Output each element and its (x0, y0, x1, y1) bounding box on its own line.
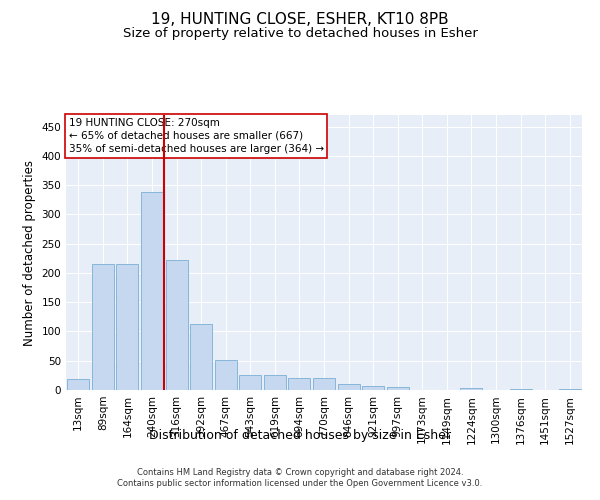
Bar (92, 264, 114, 390)
Bar (141, 192, 163, 390)
Text: Distribution of detached houses by size in Esher: Distribution of detached houses by size … (149, 428, 451, 442)
Bar (116, 264, 139, 390)
Bar (215, 360, 237, 390)
Bar (239, 376, 262, 390)
Bar (313, 378, 335, 390)
Bar (386, 387, 409, 390)
Bar (166, 260, 188, 390)
Bar (190, 324, 212, 390)
Bar (460, 388, 482, 390)
Text: 19, HUNTING CLOSE, ESHER, KT10 8PB: 19, HUNTING CLOSE, ESHER, KT10 8PB (151, 12, 449, 28)
Bar (67, 380, 89, 390)
Bar (509, 389, 532, 390)
Text: Contains HM Land Registry data © Crown copyright and database right 2024.
Contai: Contains HM Land Registry data © Crown c… (118, 468, 482, 487)
Bar (559, 389, 581, 390)
Text: Size of property relative to detached houses in Esher: Size of property relative to detached ho… (122, 28, 478, 40)
Y-axis label: Number of detached properties: Number of detached properties (23, 160, 36, 346)
Bar (362, 386, 384, 390)
Text: 19 HUNTING CLOSE: 270sqm
← 65% of detached houses are smaller (667)
35% of semi-: 19 HUNTING CLOSE: 270sqm ← 65% of detach… (68, 118, 324, 154)
Bar (264, 376, 286, 390)
Bar (338, 384, 359, 390)
Bar (289, 378, 310, 390)
